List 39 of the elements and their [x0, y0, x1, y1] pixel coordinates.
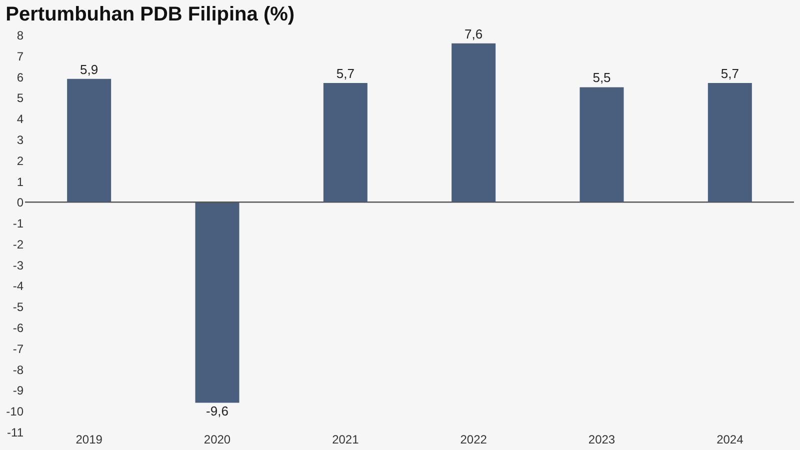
y-tick-label: -7 [12, 342, 24, 356]
y-tick-label: -2 [12, 237, 24, 252]
y-tick-label: -6 [12, 321, 24, 336]
y-tick-label: -4 [12, 279, 24, 294]
bar [67, 78, 112, 202]
bar [195, 202, 240, 403]
y-tick-label: 3 [16, 132, 24, 147]
data-label: 5,9 [80, 62, 98, 77]
data-label: -9,6 [206, 404, 228, 419]
bar [708, 83, 752, 202]
y-tick-label: 8 [16, 28, 24, 42]
y-tick-label: -1 [12, 216, 24, 231]
x-tick-label: 2020 [204, 432, 231, 446]
bar [323, 83, 368, 202]
data-label: 5,7 [720, 66, 739, 82]
y-tick-label: -3 [12, 258, 24, 272]
y-tick-label: 5 [16, 91, 24, 106]
x-tick-label: 2024 [716, 432, 744, 446]
bar [452, 43, 496, 202]
x-tick-label: 2019 [76, 432, 103, 446]
y-tick-label: -5 [12, 300, 24, 314]
data-label: 7,6 [464, 26, 483, 42]
y-tick-label: -9 [12, 384, 24, 398]
y-tick-label: 1 [16, 174, 24, 189]
data-label: 5,5 [592, 70, 611, 86]
x-tick-label: 2021 [332, 432, 360, 446]
y-tick-label: -8 [12, 362, 24, 377]
y-tick-label: -11 [7, 426, 24, 440]
chart-title: Pertumbuhan PDB Filipina (%) [6, 3, 295, 26]
x-tick-label: 2022 [460, 432, 488, 446]
y-tick-label: 6 [16, 70, 24, 84]
bar [580, 87, 624, 202]
y-tick-label: 7 [16, 49, 24, 64]
x-tick-label: 2023 [588, 432, 616, 446]
y-tick-label: 4 [16, 112, 24, 126]
y-tick-label: 0 [16, 196, 24, 210]
y-tick-label: -10 [6, 404, 24, 419]
y-tick-label: 2 [16, 154, 24, 168]
data-label: 5,7 [336, 66, 354, 82]
